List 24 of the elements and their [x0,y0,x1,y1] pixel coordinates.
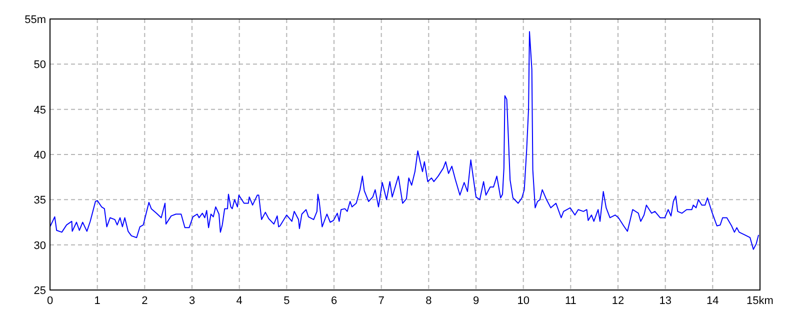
x-tick-label: 7 [378,295,384,307]
x-tick-label: 15km [746,295,774,307]
x-tick-label: 2 [142,295,148,307]
x-tick-label: 8 [426,295,432,307]
y-tick-label: 55m [24,14,46,26]
x-tick-label: 10 [517,295,530,307]
x-tick-label: 0 [46,295,54,307]
x-tick-label: 14 [706,295,719,307]
y-tick-label: 45 [34,104,46,116]
line-series [50,31,760,250]
x-tick-label: 5 [284,295,290,307]
x-tick-label: 13 [659,295,672,307]
y-tick-label: 50 [34,59,46,72]
x-tick-label: 9 [472,295,480,307]
x-tick-label: 1 [94,295,100,307]
y-tick-label: 25 [34,285,46,297]
x-tick-label: 3 [188,295,196,307]
x-tick-label: 11 [564,295,576,307]
y-tick-label: 35 [34,194,46,207]
y-tick-label: 40 [34,150,46,162]
y-tick-label: 30 [34,240,46,252]
x-tick-label: 6 [330,295,338,307]
x-tick-label: 4 [236,295,242,307]
x-tick-label: 12 [612,295,624,307]
